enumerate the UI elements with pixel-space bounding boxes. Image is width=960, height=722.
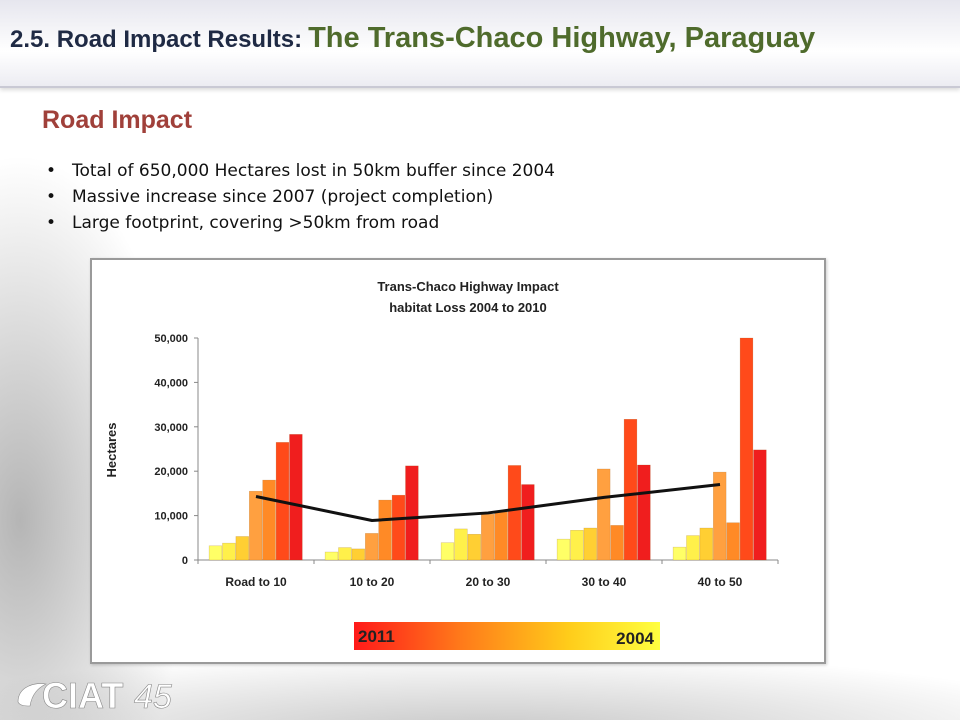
- legend-left-label: 2011: [358, 627, 395, 646]
- bar: [713, 471, 727, 561]
- y-tick-label: 30,000: [154, 422, 188, 434]
- title-prefix: 2.5. Road Impact Results:: [10, 26, 303, 53]
- title-bar: 2.5. Road Impact Results: The Trans-Chaco…: [0, 0, 960, 88]
- bar: [208, 545, 223, 561]
- bar: [753, 449, 767, 561]
- bar: [556, 538, 571, 561]
- bar: [507, 465, 522, 561]
- bar: [521, 484, 535, 561]
- trend-line: [255, 483, 721, 522]
- bar: [289, 434, 303, 561]
- bar: [699, 527, 713, 561]
- y-tick-label: 40,000: [154, 377, 188, 389]
- bar: [739, 337, 754, 561]
- bar: [597, 468, 611, 561]
- bar: [351, 548, 365, 561]
- bar: [249, 490, 263, 561]
- bar: [454, 528, 468, 561]
- legend-gradient-bar: [354, 622, 660, 650]
- y-tick-label: 0: [182, 555, 188, 567]
- x-tick-label: 10 to 20: [350, 575, 395, 589]
- bullet-item: Massive increase since 2007 (project com…: [46, 184, 555, 210]
- slide-title: 2.5. Road Impact Results: The Trans-Chaco…: [10, 22, 815, 55]
- bar: [467, 533, 481, 561]
- y-tick-label: 20,000: [154, 466, 188, 478]
- y-axis-label: Hectares: [104, 423, 119, 478]
- chart-title: Trans-Chaco Highway Impact: [377, 279, 559, 294]
- bar: [623, 419, 638, 561]
- bar: [222, 542, 236, 561]
- x-tick-label: Road to 10: [225, 575, 287, 589]
- bar: [262, 479, 276, 561]
- bar: [494, 511, 508, 561]
- plot-area: 0 10,000 20,000 30,000 40,000 50,000 Road to 1…: [154, 333, 779, 589]
- bar: [324, 551, 339, 561]
- bullet-list: Total of 650,000 Hectares lost in 50km b…: [46, 158, 555, 236]
- bullet-item: Large footprint, covering >50km from roa…: [46, 210, 555, 236]
- bar: [440, 542, 455, 561]
- bar: [726, 522, 740, 561]
- chart-container: Trans-Chaco Highway Impact habitat Loss …: [90, 258, 826, 664]
- x-tick-label: 40 to 50: [698, 575, 743, 589]
- bar: [610, 525, 624, 561]
- bar: [365, 533, 379, 561]
- bar: [378, 499, 392, 561]
- y-tick-label: 10,000: [154, 511, 188, 523]
- leaf-icon: [17, 683, 47, 707]
- ciat-logo: CIAT 45: [12, 668, 212, 718]
- logo-text: CIAT: [42, 675, 123, 716]
- bar: [583, 527, 597, 561]
- logo-number: 45: [134, 678, 172, 716]
- x-tick-label: 30 to 40: [582, 575, 627, 589]
- bar: [672, 546, 687, 561]
- bullet-item: Total of 650,000 Hectares lost in 50km b…: [46, 158, 555, 184]
- bar: [481, 514, 495, 561]
- legend-right-label: 2004: [616, 629, 654, 648]
- bar: [570, 530, 584, 561]
- color-legend: 2011 2004: [354, 622, 660, 650]
- chart-subtitle: habitat Loss 2004 to 2010: [389, 300, 547, 315]
- habitat-loss-chart: Trans-Chaco Highway Impact habitat Loss …: [104, 279, 779, 650]
- bar: [405, 465, 419, 561]
- bar: [338, 547, 352, 561]
- bar: [686, 535, 700, 561]
- section-heading: Road Impact: [42, 106, 193, 134]
- bar: [637, 464, 651, 561]
- x-tick-label: 20 to 30: [466, 575, 511, 589]
- title-main: The Trans-Chaco Highway, Paraguay: [308, 22, 816, 54]
- y-tick-label: 50,000: [154, 333, 188, 345]
- bar: [391, 494, 406, 561]
- bar: [235, 536, 249, 561]
